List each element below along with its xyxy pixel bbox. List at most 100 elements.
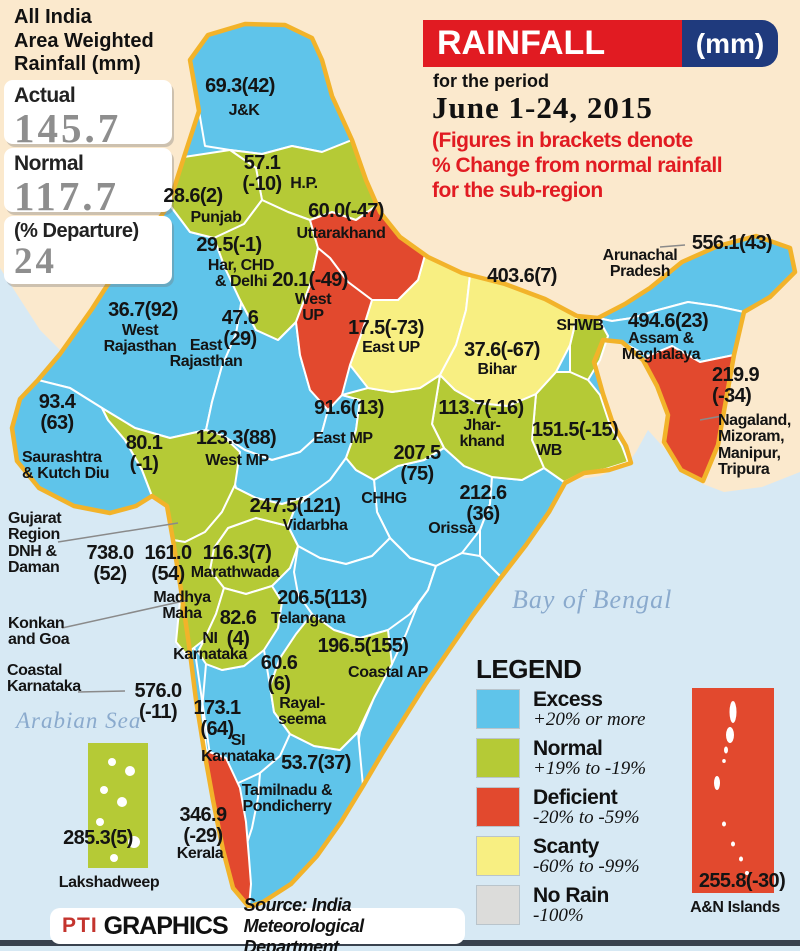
pti-logo: PTI: [62, 914, 98, 937]
label-bihar-name: Bihar: [477, 361, 517, 378]
label-hp-value: 57.1 (-10): [242, 152, 282, 195]
legend-range: +19% to -19%: [533, 757, 647, 779]
label-marathwada-name: Marathwada: [190, 564, 280, 581]
label-arunachal-name: Arunachal Pradesh: [602, 247, 678, 281]
label-vidarbha-value: 247.5(121): [249, 495, 341, 517]
label-coastalap-name: Coastal AP: [348, 664, 428, 681]
departure-label: (% Departure): [14, 220, 139, 242]
title-bar: RAINFALL: [423, 20, 682, 67]
label-eup-name: East UP: [362, 339, 420, 356]
normal-value: 117.7: [14, 173, 119, 219]
label-jk-name: J&K: [228, 102, 260, 119]
label-wraj-name: West Rajasthan: [103, 322, 177, 356]
graphics-wordmark: GRAPHICS: [103, 911, 229, 940]
legend: LEGEND Excess +20% or more Normal +19% t…: [476, 654, 706, 933]
label-shwb-name: SHWB: [556, 317, 604, 334]
actual-value: 145.7: [14, 105, 122, 151]
label-telangana-value: 206.5(113): [277, 587, 367, 609]
leader-gujarat: [57, 522, 179, 543]
label-tnp-name: Tamilnadu & Pondicherry: [241, 782, 333, 816]
norain-swatch: [476, 884, 520, 925]
excess-swatch: [476, 689, 520, 729]
legend-name: No Rain: [533, 883, 609, 907]
legend-range: +20% or more: [533, 709, 646, 730]
label-orissa-value: 212.6 (36): [459, 482, 507, 525]
andaman-nicobar-inset: [692, 688, 774, 893]
label-jk-value: 69.3(42): [205, 75, 275, 97]
source-credit: Source: India Meteorological Department: [243, 894, 365, 951]
label-an-value: 255.8(-30): [698, 870, 786, 892]
label-assam-value: 494.6(23): [627, 310, 709, 332]
label-arunachal-value: 556.1(43): [691, 232, 773, 254]
label-vidarbha-name: Vidarbha: [282, 517, 348, 534]
label-lakshadweep-name: Lakshadweep: [58, 874, 160, 891]
stats-heading: All India Area Weighted Rainfall (mm): [14, 6, 154, 76]
label-shwb-value: 403.6(7): [487, 265, 557, 287]
label-punjab-name: Punjab: [190, 209, 242, 226]
legend-range: -100%: [533, 904, 584, 926]
label-chhg-value: 207.5 (75): [393, 442, 441, 485]
label-an-name: A&N Islands: [690, 899, 780, 916]
label-kerala-name: Kerala: [176, 845, 224, 862]
region-west-up: [295, 247, 373, 411]
label-wraj-value: 36.7(92): [108, 299, 178, 321]
legend-range: -20% to -59%: [533, 806, 640, 828]
note: (Figures in brackets denote % Change fro…: [432, 129, 723, 203]
leader-arunachal: [659, 244, 686, 248]
label-jhar-value: 113.7(-16): [438, 397, 524, 419]
label-rayalaseema-name: Rayal- seema: [278, 695, 326, 729]
stat-box-actual: Actual 145.7: [4, 80, 172, 149]
label-wb-name: WB: [536, 442, 562, 459]
label-saurashtra-name: Saurashtra & Kutch Diu: [22, 449, 110, 483]
legend-range: -60% to -99%: [533, 855, 640, 877]
unit-badge: (mm): [682, 20, 778, 67]
label-coastalkarnataka-value: 576.0 (-11): [134, 680, 182, 723]
label-kerala-value: 346.9 (-29): [179, 804, 227, 847]
label-chhg-name: CHHG: [361, 490, 407, 507]
legend-row-excess: Excess +20% or more: [476, 689, 706, 731]
label-ne-value: 219.9 (-34): [712, 364, 760, 407]
label-wup-value: 20.1(-49): [272, 269, 348, 291]
normal-swatch: [476, 737, 520, 778]
label-saurashtra-value: 93.4 (63): [38, 391, 76, 434]
label-sik-value: 173.1 (64): [193, 697, 241, 740]
label-wmp-value: 123.3(88): [195, 427, 277, 449]
legend-title: LEGEND: [476, 654, 582, 684]
legend-row-scanty: Scanty -60% to -99%: [476, 834, 706, 878]
label-punjab-value: 28.6(2): [163, 185, 223, 207]
label-hcd-name: Har, CHD & Delhi: [207, 257, 275, 291]
legend-name: Deficient: [533, 785, 618, 809]
label-sik-name: SI Karnataka: [201, 732, 275, 766]
label-rayalaseema-value: 60.6 (6): [260, 652, 298, 695]
period-intro: for the period: [433, 71, 549, 91]
label-bihar-value: 37.6(-67): [464, 339, 540, 361]
region-rayalaseema: [269, 613, 393, 751]
label-coastalkarnataka-name: Coastal Karnataka: [7, 662, 81, 696]
label-emp-value: 91.6(13): [314, 397, 384, 419]
label-jhar-name: Jhar- khand: [459, 417, 505, 451]
label-marathwada-value: 116.3(7): [202, 542, 272, 564]
departure-value: 24: [14, 241, 57, 282]
label-orissa-name: Orissa: [428, 520, 476, 537]
leader-northeast: [699, 415, 723, 421]
label-assam-name: Assam & Meghalaya: [621, 330, 701, 364]
label-madhyamaha-value: 161.0 (54): [144, 542, 192, 585]
india-gold-border: [9, 21, 798, 910]
label-hcd-value: 29.5(-1): [196, 234, 262, 256]
normal-label: Normal: [14, 152, 84, 175]
region-ni-karnataka: [197, 585, 283, 671]
label-coastalap-value: 196.5(155): [317, 635, 409, 657]
scanty-swatch: [476, 835, 520, 876]
title-text: RAINFALL: [437, 24, 606, 62]
legend-row-norain: No Rain -100%: [476, 883, 706, 927]
label-eup-value: 17.5(-73): [348, 317, 424, 339]
label-wb-value: 151.5(-15): [531, 419, 619, 441]
arabian-sea-label: Arabian Sea: [16, 708, 142, 733]
leader-konkan: [61, 599, 189, 629]
deficient-swatch: [476, 786, 520, 827]
stat-box-normal: Normal 117.7: [4, 148, 172, 217]
label-emp-name: East MP: [313, 430, 373, 447]
legend-name: Scanty: [533, 834, 599, 858]
label-eraj-name: East Rajasthan: [169, 337, 243, 371]
